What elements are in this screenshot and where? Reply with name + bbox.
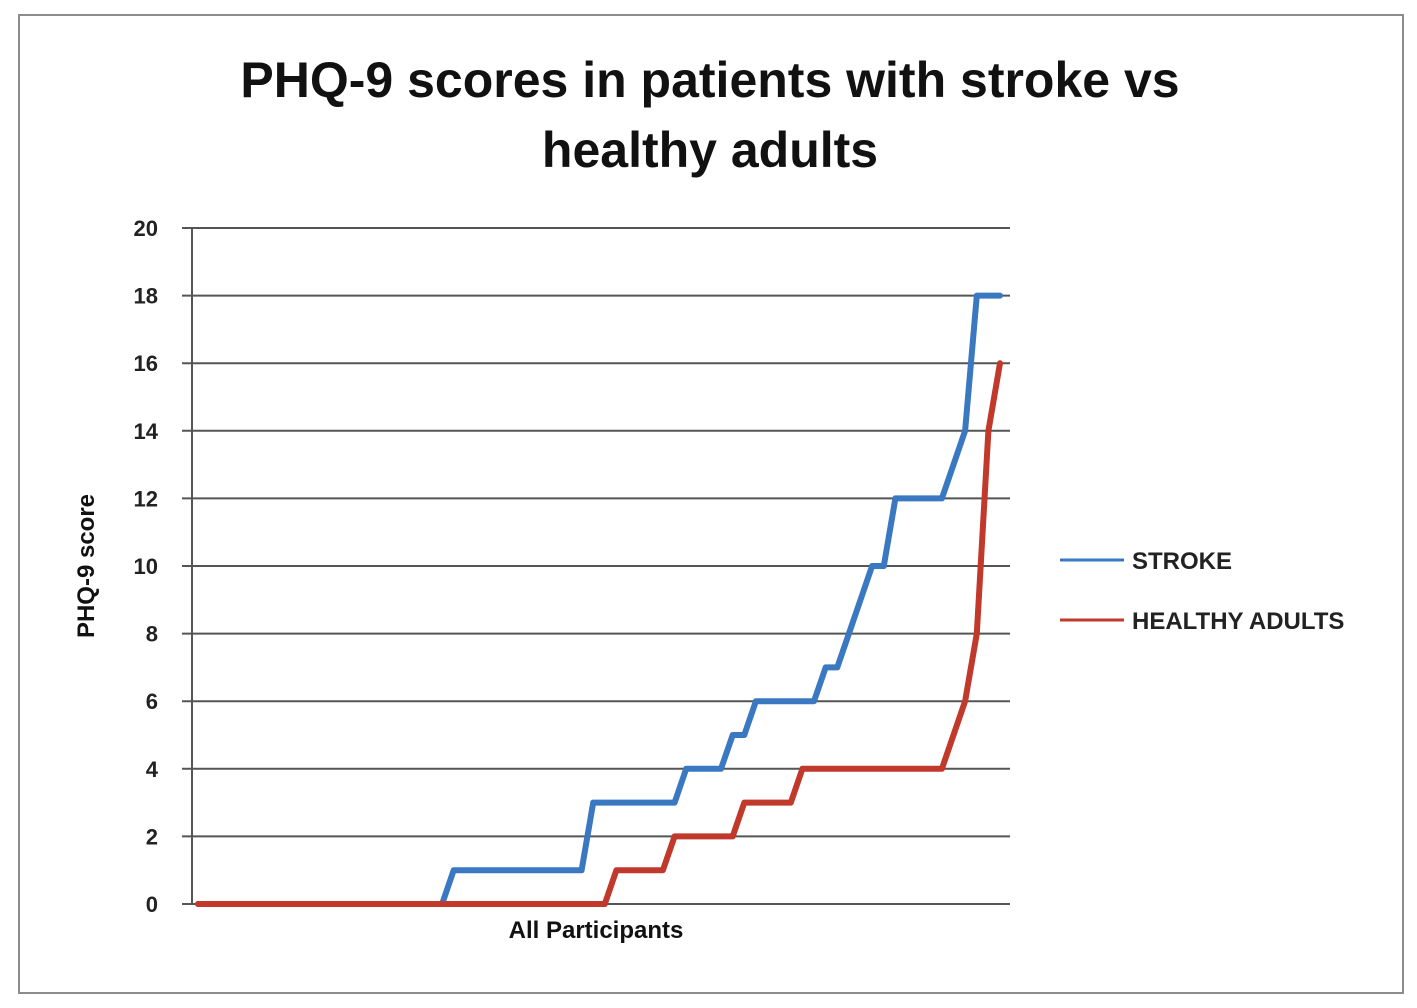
y-tick-label-2: 2: [146, 824, 158, 849]
legend-label-healthy-adults: HEALTHY ADULTS: [1132, 608, 1344, 635]
y-tick-label-18: 18: [134, 284, 158, 309]
x-axis-label: All Participants: [509, 917, 684, 944]
series-line-healthy-adults: [195, 360, 1003, 907]
y-tick-label-8: 8: [146, 622, 158, 647]
y-tick-label-16: 16: [134, 351, 158, 376]
y-tick-label-10: 10: [134, 554, 158, 579]
legend: STROKE HEALTHY ADULTS: [1060, 548, 1344, 635]
chart-title-line-1: PHQ-9 scores in patients with stroke vs: [240, 52, 1179, 108]
y-tick-label-20: 20: [134, 216, 158, 241]
series-lines: [195, 292, 1003, 907]
chart-title-line-2: healthy adults: [542, 122, 878, 178]
y-tick-label-12: 12: [134, 486, 158, 511]
y-tick-label-4: 4: [146, 757, 159, 782]
gridlines: [182, 227, 1010, 838]
y-tick-labels: 0 2 4 6 8 10 12 14 16 18 20: [134, 216, 159, 917]
y-tick-label-6: 6: [146, 689, 158, 714]
series-line-stroke: [195, 292, 1003, 907]
y-tick-label-14: 14: [134, 419, 159, 444]
legend-label-stroke: STROKE: [1132, 548, 1232, 575]
y-tick-label-0: 0: [146, 892, 158, 917]
chart-frame: [18, 14, 1404, 994]
y-axis-label: PHQ-9 score: [73, 494, 100, 638]
